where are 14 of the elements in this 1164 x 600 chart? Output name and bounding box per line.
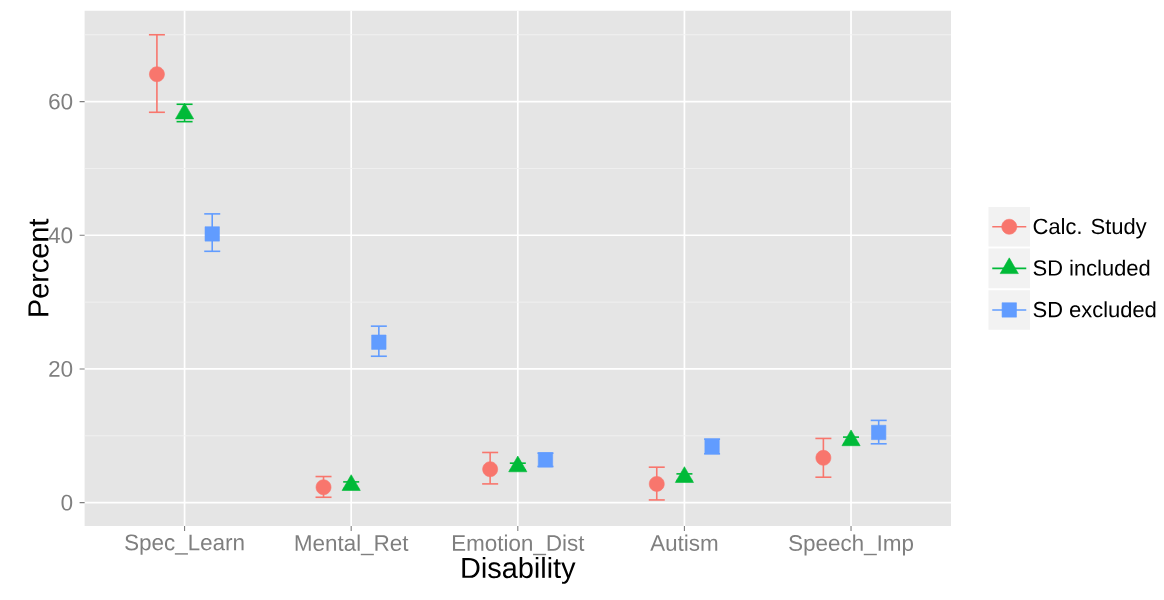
x-tick-label: Mental_Ret: [295, 534, 409, 556]
x-tick-label: Speech_Imp: [789, 534, 914, 556]
y-tick-label: 40: [48, 227, 73, 244]
y-axis-title: Percent: [28, 218, 49, 316]
legend-label: Calc. Study: [1033, 218, 1147, 239]
y-tick-label: 20: [49, 361, 73, 377]
x-tick-label: Spec_Learn: [125, 534, 244, 555]
y-tick-label: 0: [61, 494, 73, 511]
x-tick-label: Autism: [650, 534, 718, 551]
x-tick-label: Emotion_Dist: [452, 534, 585, 556]
y-tick-label: 60: [49, 93, 73, 110]
legend-label: SD included: [1033, 259, 1150, 276]
x-axis-title: Disability: [462, 556, 576, 584]
legend-label: SD excluded: [1033, 301, 1156, 318]
